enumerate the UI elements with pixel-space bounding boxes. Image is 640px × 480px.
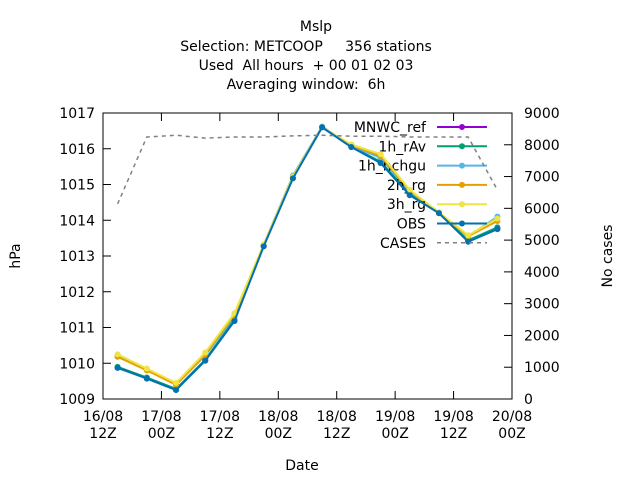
- y2-tick-label: 6000: [524, 201, 560, 217]
- y-tick-label: 1014: [59, 213, 95, 229]
- legend-marker: [459, 143, 465, 150]
- legend-marker: [459, 181, 465, 188]
- data-point: [406, 192, 413, 199]
- chart-title: Mslp: [300, 19, 332, 35]
- x-axis-label: Date: [285, 458, 318, 474]
- y2-tick-label: 2000: [524, 328, 560, 344]
- data-point: [377, 160, 384, 167]
- cases-line: [116, 134, 499, 205]
- data-point: [494, 215, 501, 222]
- y2-tick-label: 5000: [524, 233, 560, 249]
- x-tick-label: 18/08 00Z: [258, 409, 299, 442]
- data-point: [260, 243, 267, 250]
- data-point: [465, 238, 472, 245]
- legend-label: OBS: [397, 217, 426, 233]
- data-point: [143, 375, 150, 382]
- legend-marker: [459, 220, 465, 227]
- plot-frame: [102, 112, 513, 400]
- legend-label: MNWC_ref: [354, 120, 427, 136]
- data-point: [435, 210, 442, 217]
- y2-axis-label: No cases: [600, 225, 616, 288]
- y-tick-label: 1010: [59, 356, 95, 372]
- data-point: [406, 186, 413, 193]
- data-point: [377, 151, 384, 158]
- subtitle: Used All hours + 00 01 02 03: [199, 58, 414, 74]
- y2-tick-label: 1000: [524, 360, 560, 376]
- legend-label: 3h_rg: [387, 197, 426, 213]
- y-tick-label: 1013: [59, 249, 95, 265]
- y-tick-label: 1015: [59, 178, 95, 194]
- y-tick-label: 1012: [59, 285, 95, 301]
- series-line: [117, 125, 498, 392]
- y2-tick-label: 7000: [524, 170, 560, 186]
- y2-tick-label: 8000: [524, 138, 560, 154]
- legend-label: 1h_rAv: [378, 139, 426, 155]
- y-tick-label: 1011: [59, 321, 95, 337]
- legend-marker: [459, 201, 465, 208]
- y2-tick-label: 9000: [524, 106, 560, 122]
- y-axis-label: hPa: [8, 243, 24, 268]
- data-point: [114, 364, 121, 371]
- data-point: [231, 318, 238, 325]
- subtitle: Selection: METCOOP 356 stations: [180, 39, 432, 55]
- y2-tick-label: 0: [524, 392, 533, 408]
- x-tick-label: 18/08 12Z: [316, 409, 357, 442]
- x-tick-label: 19/08 12Z: [433, 409, 474, 442]
- x-tick-label: 17/08 00Z: [141, 409, 182, 442]
- data-point: [143, 365, 150, 372]
- y2-tick-label: 4000: [524, 265, 560, 281]
- data-point: [319, 124, 326, 131]
- data-point: [348, 143, 355, 150]
- data-point: [114, 351, 121, 358]
- x-tick-label: 19/08 00Z: [374, 409, 416, 442]
- data-point: [494, 226, 501, 233]
- data-point: [465, 232, 472, 239]
- data-point: [173, 379, 180, 386]
- data-point: [202, 357, 209, 364]
- legend-marker: [459, 124, 465, 130]
- legend-label: CASES: [380, 236, 426, 252]
- y-tick-label: 1017: [59, 106, 95, 122]
- series-line: [117, 125, 498, 391]
- x-tick-label: 16/08 12Z: [82, 409, 124, 442]
- subtitle: Averaging window: 6h: [227, 77, 386, 93]
- data-point: [202, 349, 209, 356]
- legend-marker: [459, 162, 465, 169]
- x-tick-label: 17/08 12Z: [199, 409, 241, 442]
- data-point: [173, 387, 180, 394]
- y-tick-label: 1009: [59, 392, 95, 408]
- y-tick-label: 1016: [59, 142, 95, 158]
- y2-tick-label: 3000: [524, 297, 560, 313]
- x-tick-label: 20/08 00Z: [491, 409, 533, 442]
- data-point: [289, 175, 296, 182]
